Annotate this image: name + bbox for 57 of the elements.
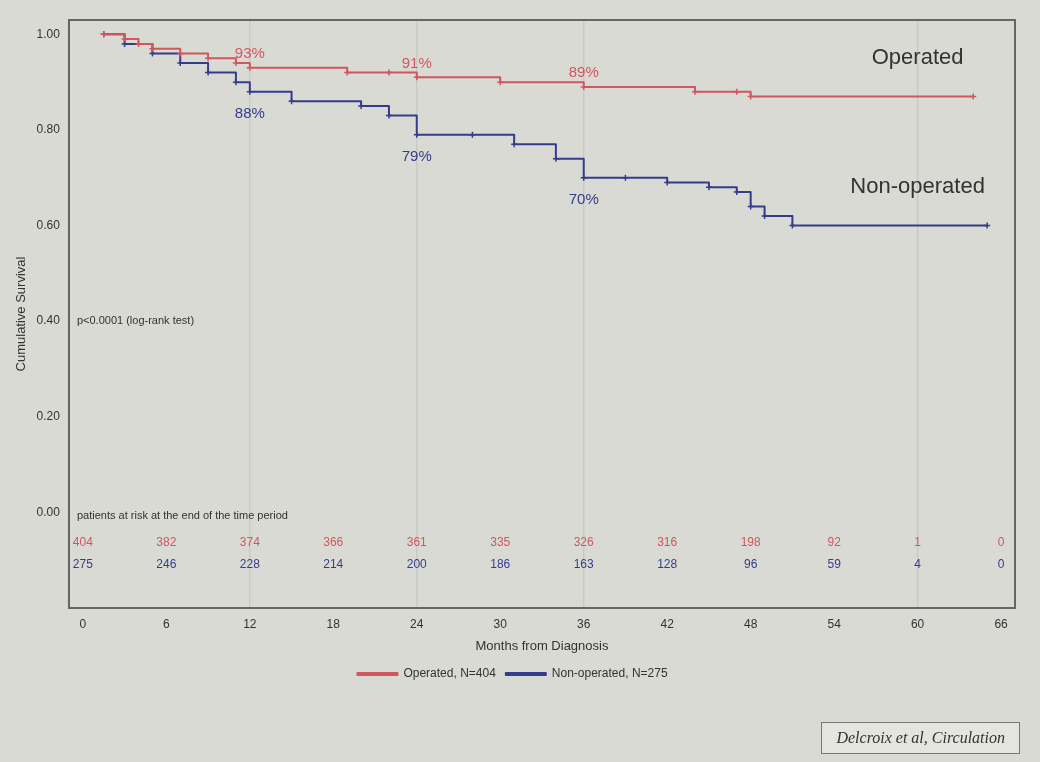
annotation: 326 [573,534,595,549]
x-tick-label: 66 [994,616,1009,631]
data-label: 93% [234,43,265,61]
x-tick-label: 12 [243,616,257,631]
data-label: 91% [401,53,432,71]
data-label: 88% [234,103,265,121]
y-tick-label: 0.60 [36,217,61,232]
annotation: 246 [156,556,177,571]
annotation: 316 [657,534,678,549]
annotation: 96 [743,556,758,571]
annotation: Operated [871,44,964,70]
y-tick-label: 0.20 [36,409,61,424]
y-tick-label: 0.00 [36,504,61,519]
y-axis-title: Cumulative Survival [13,256,29,372]
annotation: 275 [72,556,94,571]
annotation: 92 [827,534,842,549]
annotation: 0 [997,556,1005,571]
legend-label: Non-operated, N=275 [551,666,668,681]
annotation: 1 [914,534,922,549]
x-tick-label: 54 [827,616,842,631]
x-tick-label: 24 [410,616,424,631]
legend-label: Operated, N=404 [403,666,497,681]
y-tick-label: 0.80 [36,122,61,137]
annotation: 228 [239,556,261,571]
annotation: 200 [406,556,428,571]
x-tick-label: 0 [79,616,87,631]
data-label: 79% [401,146,432,164]
x-tick-label: 60 [910,616,925,631]
annotation: 404 [72,534,94,549]
annotation: 0 [997,534,1005,549]
annotation: 214 [323,556,344,571]
x-tick-label: 18 [326,616,341,631]
annotation: Non-operated [850,173,985,199]
x-tick-label: 48 [743,616,758,631]
x-axis-title: Months from Diagnosis [475,637,609,653]
annotation: 335 [490,534,511,549]
annotation: 186 [490,556,511,571]
annotation: 361 [406,534,428,549]
annotation: 128 [657,556,678,571]
x-tick-label: 6 [163,616,170,631]
data-label: 70% [568,189,599,207]
text: Delcroix et al, Circulation [821,722,1020,754]
annotation: 198 [740,534,761,549]
annotation: 163 [573,556,595,571]
annotation: 382 [156,534,177,549]
annotation: p<0.0001 (log-rank test) [76,314,195,327]
annotation: 374 [239,534,261,549]
x-tick-label: 36 [577,616,591,631]
data-label: 89% [568,63,599,81]
x-tick-label: 30 [493,616,508,631]
annotation: 366 [323,534,344,549]
x-tick-label: 42 [660,616,675,631]
annotation: 59 [827,556,842,571]
y-tick-label: 0.40 [36,313,61,328]
annotation: patients at risk at the end of the time period [76,509,288,522]
y-tick-label: 1.00 [36,26,61,41]
annotation: 4 [914,556,922,571]
